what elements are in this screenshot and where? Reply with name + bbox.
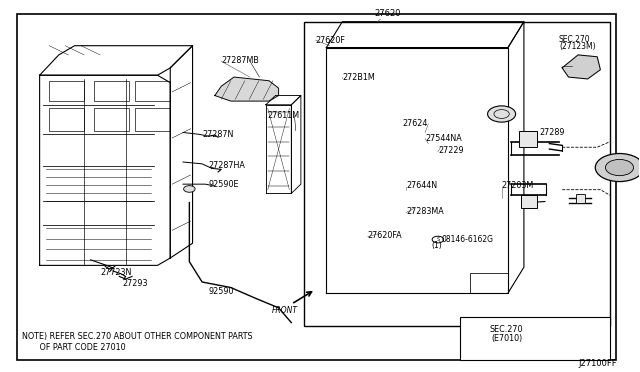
Bar [520, 131, 538, 147]
Bar [49, 81, 84, 101]
Text: (1): (1) [431, 241, 442, 250]
Text: 92590E: 92590E [209, 180, 239, 189]
Text: 27620: 27620 [374, 9, 401, 18]
Text: J27100FF: J27100FF [578, 359, 617, 368]
Text: 27203M: 27203M [502, 182, 534, 190]
Text: 27611M: 27611M [268, 111, 300, 121]
Polygon shape [562, 55, 600, 79]
Text: 27229: 27229 [438, 147, 463, 155]
Bar [304, 22, 610, 326]
Text: 27287N: 27287N [202, 130, 234, 139]
Polygon shape [215, 77, 278, 101]
Text: 27544NA: 27544NA [425, 134, 462, 142]
Bar [576, 195, 585, 203]
Bar [49, 109, 84, 131]
Text: 08146-6162G: 08146-6162G [441, 235, 493, 244]
Text: 27283MA: 27283MA [406, 207, 444, 217]
Bar [94, 81, 129, 101]
Text: 27289: 27289 [540, 128, 565, 137]
Text: SEC.270: SEC.270 [559, 35, 591, 44]
Text: (27123M): (27123M) [559, 42, 596, 51]
Text: 27723N: 27723N [100, 268, 132, 277]
Circle shape [595, 154, 640, 182]
Text: (E7010): (E7010) [491, 334, 522, 343]
Circle shape [605, 160, 634, 176]
Text: SEC.270: SEC.270 [490, 325, 524, 334]
Text: 272B1M: 272B1M [342, 73, 375, 81]
Text: 27620F: 27620F [316, 36, 346, 45]
Circle shape [488, 106, 516, 122]
Text: 27644N: 27644N [406, 182, 437, 190]
Bar [521, 195, 537, 208]
Text: 27287MB: 27287MB [221, 56, 259, 65]
Text: NOTE) REFER SEC.270 ABOUT OTHER COMPONENT PARTS
       OF PART CODE 27010: NOTE) REFER SEC.270 ABOUT OTHER COMPONEN… [22, 332, 252, 352]
Text: 27293: 27293 [122, 279, 148, 288]
Text: S: S [436, 237, 440, 242]
Bar [94, 109, 129, 131]
Bar [135, 109, 170, 131]
Bar [460, 317, 610, 359]
Text: 27287HA: 27287HA [209, 161, 245, 170]
Circle shape [184, 186, 195, 192]
Bar [135, 81, 170, 101]
Text: 92590: 92590 [209, 287, 234, 296]
Text: 27620FA: 27620FA [368, 231, 403, 240]
Text: FRONT: FRONT [272, 306, 298, 315]
Text: 27624: 27624 [403, 119, 428, 128]
